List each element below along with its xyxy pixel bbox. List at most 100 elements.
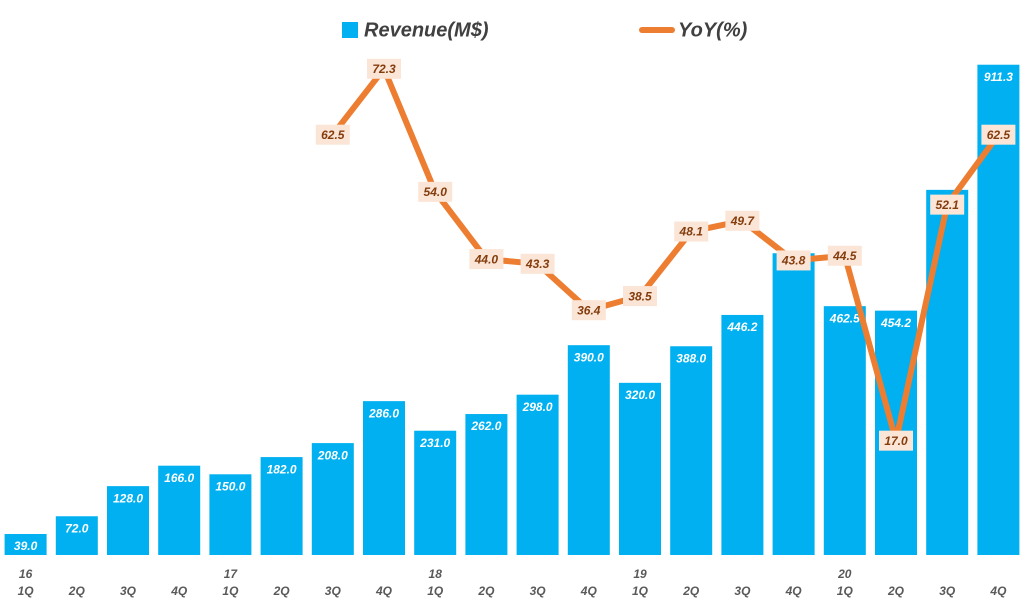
line-value-label: 44.0 bbox=[469, 249, 504, 270]
x-tick-label: 4Q bbox=[375, 584, 393, 598]
x-tick-label: 3Q bbox=[939, 584, 956, 598]
line-value-text: 38.5 bbox=[628, 289, 652, 303]
label-box bbox=[674, 221, 709, 242]
line-value-label: 48.1 bbox=[674, 221, 709, 242]
bar-value-label: 388.0 bbox=[676, 351, 706, 365]
bar bbox=[567, 345, 610, 555]
x-tick-label: 4Q bbox=[989, 584, 1007, 598]
line-value-label: 43.3 bbox=[520, 253, 555, 274]
bar bbox=[414, 430, 457, 555]
label-box bbox=[776, 250, 811, 271]
bar bbox=[209, 474, 252, 555]
bar-value-label: 208.0 bbox=[317, 448, 348, 462]
bar bbox=[721, 314, 764, 555]
bar bbox=[670, 346, 713, 555]
line-value-text: 48.1 bbox=[679, 225, 704, 239]
line-value-label: 43.8 bbox=[776, 250, 811, 271]
bar bbox=[363, 401, 405, 555]
label-box bbox=[315, 124, 350, 145]
x-group-label: 17 bbox=[224, 567, 239, 581]
bar-value-label: 166.0 bbox=[164, 471, 194, 485]
line-value-text: 54.0 bbox=[424, 185, 448, 199]
x-group-label: 18 bbox=[429, 567, 443, 581]
bar-value-label: 446.2 bbox=[726, 320, 757, 334]
bar bbox=[4, 534, 47, 555]
x-tick-label: 4Q bbox=[785, 584, 803, 598]
line-value-text: 43.8 bbox=[781, 254, 806, 268]
label-box bbox=[520, 253, 555, 274]
label-box bbox=[981, 124, 1016, 145]
line-value-label: 62.5 bbox=[315, 124, 350, 145]
label-box bbox=[623, 286, 657, 307]
line-value-text: 44.5 bbox=[832, 249, 857, 263]
label-box bbox=[469, 249, 504, 270]
bar-value-label: 454.2 bbox=[880, 316, 911, 330]
line-value-label: 52.1 bbox=[930, 194, 965, 215]
bar-value-label: 298.0 bbox=[522, 400, 553, 414]
x-tick-label: 1Q bbox=[18, 584, 35, 598]
line-value-label: 54.0 bbox=[418, 181, 453, 202]
bar-value-label: 320.0 bbox=[625, 388, 655, 402]
line-value-text: 43.3 bbox=[525, 257, 550, 271]
line-value-label: 38.5 bbox=[623, 286, 657, 307]
line-value-text: 36.4 bbox=[577, 303, 601, 317]
bar-value-label: 262.0 bbox=[470, 419, 501, 433]
bar bbox=[311, 443, 354, 555]
label-box bbox=[418, 181, 453, 202]
line bbox=[330, 65, 1001, 444]
x-tick-label: 2Q bbox=[68, 584, 86, 598]
legend-label: Revenue(M$) bbox=[364, 19, 489, 41]
bar-value-label: 150.0 bbox=[215, 479, 245, 493]
bar-value-label: 182.0 bbox=[267, 462, 297, 476]
x-tick-label: 4Q bbox=[580, 584, 598, 598]
label-box bbox=[879, 430, 913, 451]
line-value-text: 62.5 bbox=[987, 128, 1011, 142]
x-tick-label: 1Q bbox=[222, 584, 239, 598]
label-box bbox=[571, 300, 606, 321]
x-tick-label: 1Q bbox=[427, 584, 444, 598]
x-group-label: 16 bbox=[19, 567, 33, 581]
label-box bbox=[930, 194, 965, 215]
x-tick-label: 3Q bbox=[325, 584, 342, 598]
bar-value-label: 231.0 bbox=[419, 436, 450, 450]
x-tick-label: 2Q bbox=[273, 584, 291, 598]
x-tick-label: 1Q bbox=[632, 584, 649, 598]
x-tick-label: 2Q bbox=[477, 584, 495, 598]
line-value-label: 17.0 bbox=[879, 430, 913, 451]
bar-value-label: 462.5 bbox=[829, 311, 860, 325]
bar-value-label: 390.0 bbox=[574, 350, 604, 364]
bar bbox=[158, 465, 201, 555]
bar bbox=[260, 457, 303, 555]
line-value-label: 49.7 bbox=[725, 210, 760, 231]
line-value-text: 49.7 bbox=[730, 214, 756, 228]
bar bbox=[55, 516, 98, 555]
bar-value-label: 39.0 bbox=[14, 539, 38, 553]
bar-value-label: 72.0 bbox=[65, 521, 89, 535]
x-tick-label: 4Q bbox=[170, 584, 188, 598]
bar-value-label: 911.3 bbox=[984, 70, 1013, 84]
bar bbox=[926, 189, 969, 555]
line-value-text: 72.3 bbox=[372, 62, 396, 76]
label-box bbox=[725, 210, 760, 231]
x-tick-label: 2Q bbox=[887, 584, 905, 598]
bar bbox=[823, 306, 866, 555]
bar bbox=[772, 253, 815, 556]
x-tick-label: 3Q bbox=[530, 584, 547, 598]
line-value-label: 44.5 bbox=[827, 245, 862, 266]
line-value-text: 52.1 bbox=[936, 198, 960, 212]
bar bbox=[465, 414, 508, 555]
legend-label: YoY(%) bbox=[678, 19, 748, 41]
line-value-text: 62.5 bbox=[321, 128, 345, 142]
bar-value-label: 286.0 bbox=[368, 406, 399, 420]
x-tick-label: 2Q bbox=[682, 584, 700, 598]
line-value-label: 36.4 bbox=[571, 300, 606, 321]
x-group-label: 20 bbox=[837, 567, 852, 581]
bar bbox=[516, 394, 559, 555]
legend-swatch bbox=[342, 22, 358, 38]
bar bbox=[107, 486, 149, 555]
label-box bbox=[367, 58, 401, 79]
line-value-text: 17.0 bbox=[884, 434, 908, 448]
x-tick-label: 1Q bbox=[837, 584, 854, 598]
x-tick-label: 3Q bbox=[734, 584, 751, 598]
line-value-label: 62.5 bbox=[981, 124, 1016, 145]
